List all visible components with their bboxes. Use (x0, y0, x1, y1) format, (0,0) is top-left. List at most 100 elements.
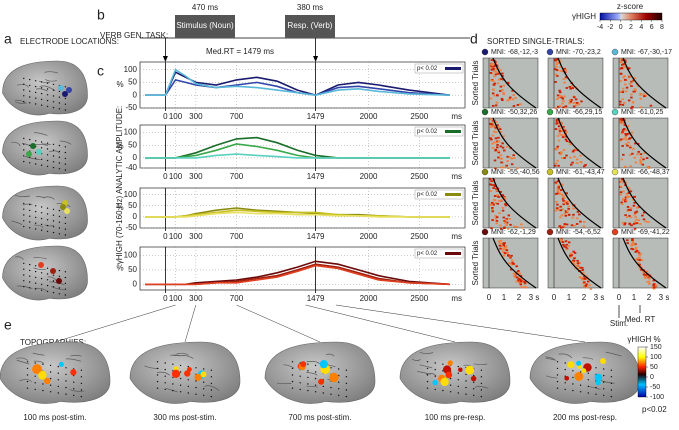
electrode-highlight (595, 380, 601, 386)
electrode (480, 376, 483, 378)
heatmap-cell (506, 251, 510, 254)
electrode (299, 382, 301, 384)
sulcus (17, 285, 33, 290)
electrode (595, 393, 597, 395)
heatmap-cell (628, 222, 631, 225)
channel-marker (611, 48, 619, 56)
heatmap-cell (519, 280, 523, 283)
electrode (587, 379, 589, 381)
x-tick-label: 2000 (360, 112, 378, 121)
electrode (603, 394, 605, 397)
electrode (603, 381, 605, 383)
heatmap-cell (652, 286, 656, 289)
electrode (480, 369, 483, 371)
electrode (29, 287, 31, 289)
heatmap-cell (554, 162, 558, 165)
electrode (556, 367, 559, 370)
heatmap-cell (582, 271, 585, 274)
electrode (58, 275, 61, 278)
heatmap-cell (499, 157, 502, 160)
heatmap-cell (643, 275, 647, 278)
significance-swatch (445, 193, 461, 196)
x-tick-label: 2500 (410, 232, 428, 241)
electrode (57, 385, 59, 388)
electrode (52, 280, 55, 282)
heatmap-cell (575, 223, 579, 225)
mni-label: MNI: -67,-30,-17 (621, 49, 672, 56)
electrode (29, 227, 31, 229)
electrode (40, 223, 43, 226)
electrode (58, 162, 61, 164)
electrode (40, 272, 43, 274)
heatmap-cell (641, 214, 644, 217)
electrode (46, 213, 49, 215)
heatmap-cell (621, 145, 624, 147)
heatmap-cell (495, 140, 499, 143)
heatmap-cell (568, 254, 572, 257)
heatmap-cell (570, 84, 574, 87)
series-line (145, 78, 450, 97)
electrode (40, 104, 43, 106)
heatmap-cell (622, 76, 625, 79)
heatmap-cell (499, 130, 503, 133)
heatmap-cell (655, 284, 658, 287)
heatmap-cell (508, 98, 511, 101)
electrode (46, 82, 49, 84)
heatmap-cell (638, 263, 641, 266)
heatmap-cell (633, 213, 636, 216)
heatmap-cell (491, 206, 494, 209)
heatmap-cell (496, 194, 499, 197)
y-tick-label: -50 (125, 103, 137, 112)
heatmap-cell (622, 198, 625, 200)
sulcus (11, 220, 23, 226)
colorbar-tick-label: 4 (639, 24, 643, 31)
electrode-highlight (442, 365, 452, 374)
electrode (203, 368, 205, 370)
x-tick-label: 2 (647, 293, 652, 302)
heatmap-cell (619, 61, 622, 64)
heatmap-cell (624, 165, 627, 168)
heatmap-cell (512, 263, 515, 265)
heatmap-cell (565, 223, 569, 226)
heatmap-cell (567, 207, 570, 210)
heatmap-cell (574, 147, 578, 150)
electrode (29, 281, 31, 283)
heatmap-cell (621, 190, 625, 193)
y-tick-label: 0 (133, 90, 138, 99)
electrode (179, 364, 182, 367)
sulcus (277, 382, 292, 385)
significance-label: p< 0.02 (417, 251, 438, 257)
heatmap-cell (558, 191, 561, 194)
electrode (291, 380, 294, 383)
heatmap-cell (564, 246, 568, 249)
electrode (34, 228, 37, 230)
colorbar-label: z-score (617, 2, 644, 11)
heatmap-cell (635, 210, 639, 213)
heatmap-cell (572, 207, 575, 210)
heatmap-cell (564, 105, 568, 108)
electrode (46, 290, 49, 293)
heatmap-cell (560, 157, 564, 159)
heatmap-cell (490, 203, 493, 205)
heatmap-cell (504, 204, 508, 207)
heatmap-cell (639, 97, 643, 100)
heatmap-cell (507, 254, 510, 257)
heatmap-cell (508, 156, 512, 159)
heatmap-cell (570, 224, 574, 227)
electrode (29, 90, 31, 92)
heatmap-cell (643, 277, 647, 279)
heatmap-cell (564, 214, 568, 217)
heatmap-cell (623, 198, 627, 201)
heatmap-cell (630, 93, 633, 96)
heatmap-cell (554, 209, 558, 212)
heatmap-cell (555, 122, 559, 124)
heatmap-cell (556, 208, 560, 211)
electrode (23, 262, 25, 265)
heatmap-cell (505, 164, 508, 167)
x-tick-label: 3 s (529, 293, 540, 302)
electrode (29, 138, 31, 141)
heatmap-cell (577, 267, 580, 270)
electrode (564, 368, 566, 371)
heatmap-cell (516, 167, 519, 170)
x-tick-label: 700 (230, 294, 244, 303)
